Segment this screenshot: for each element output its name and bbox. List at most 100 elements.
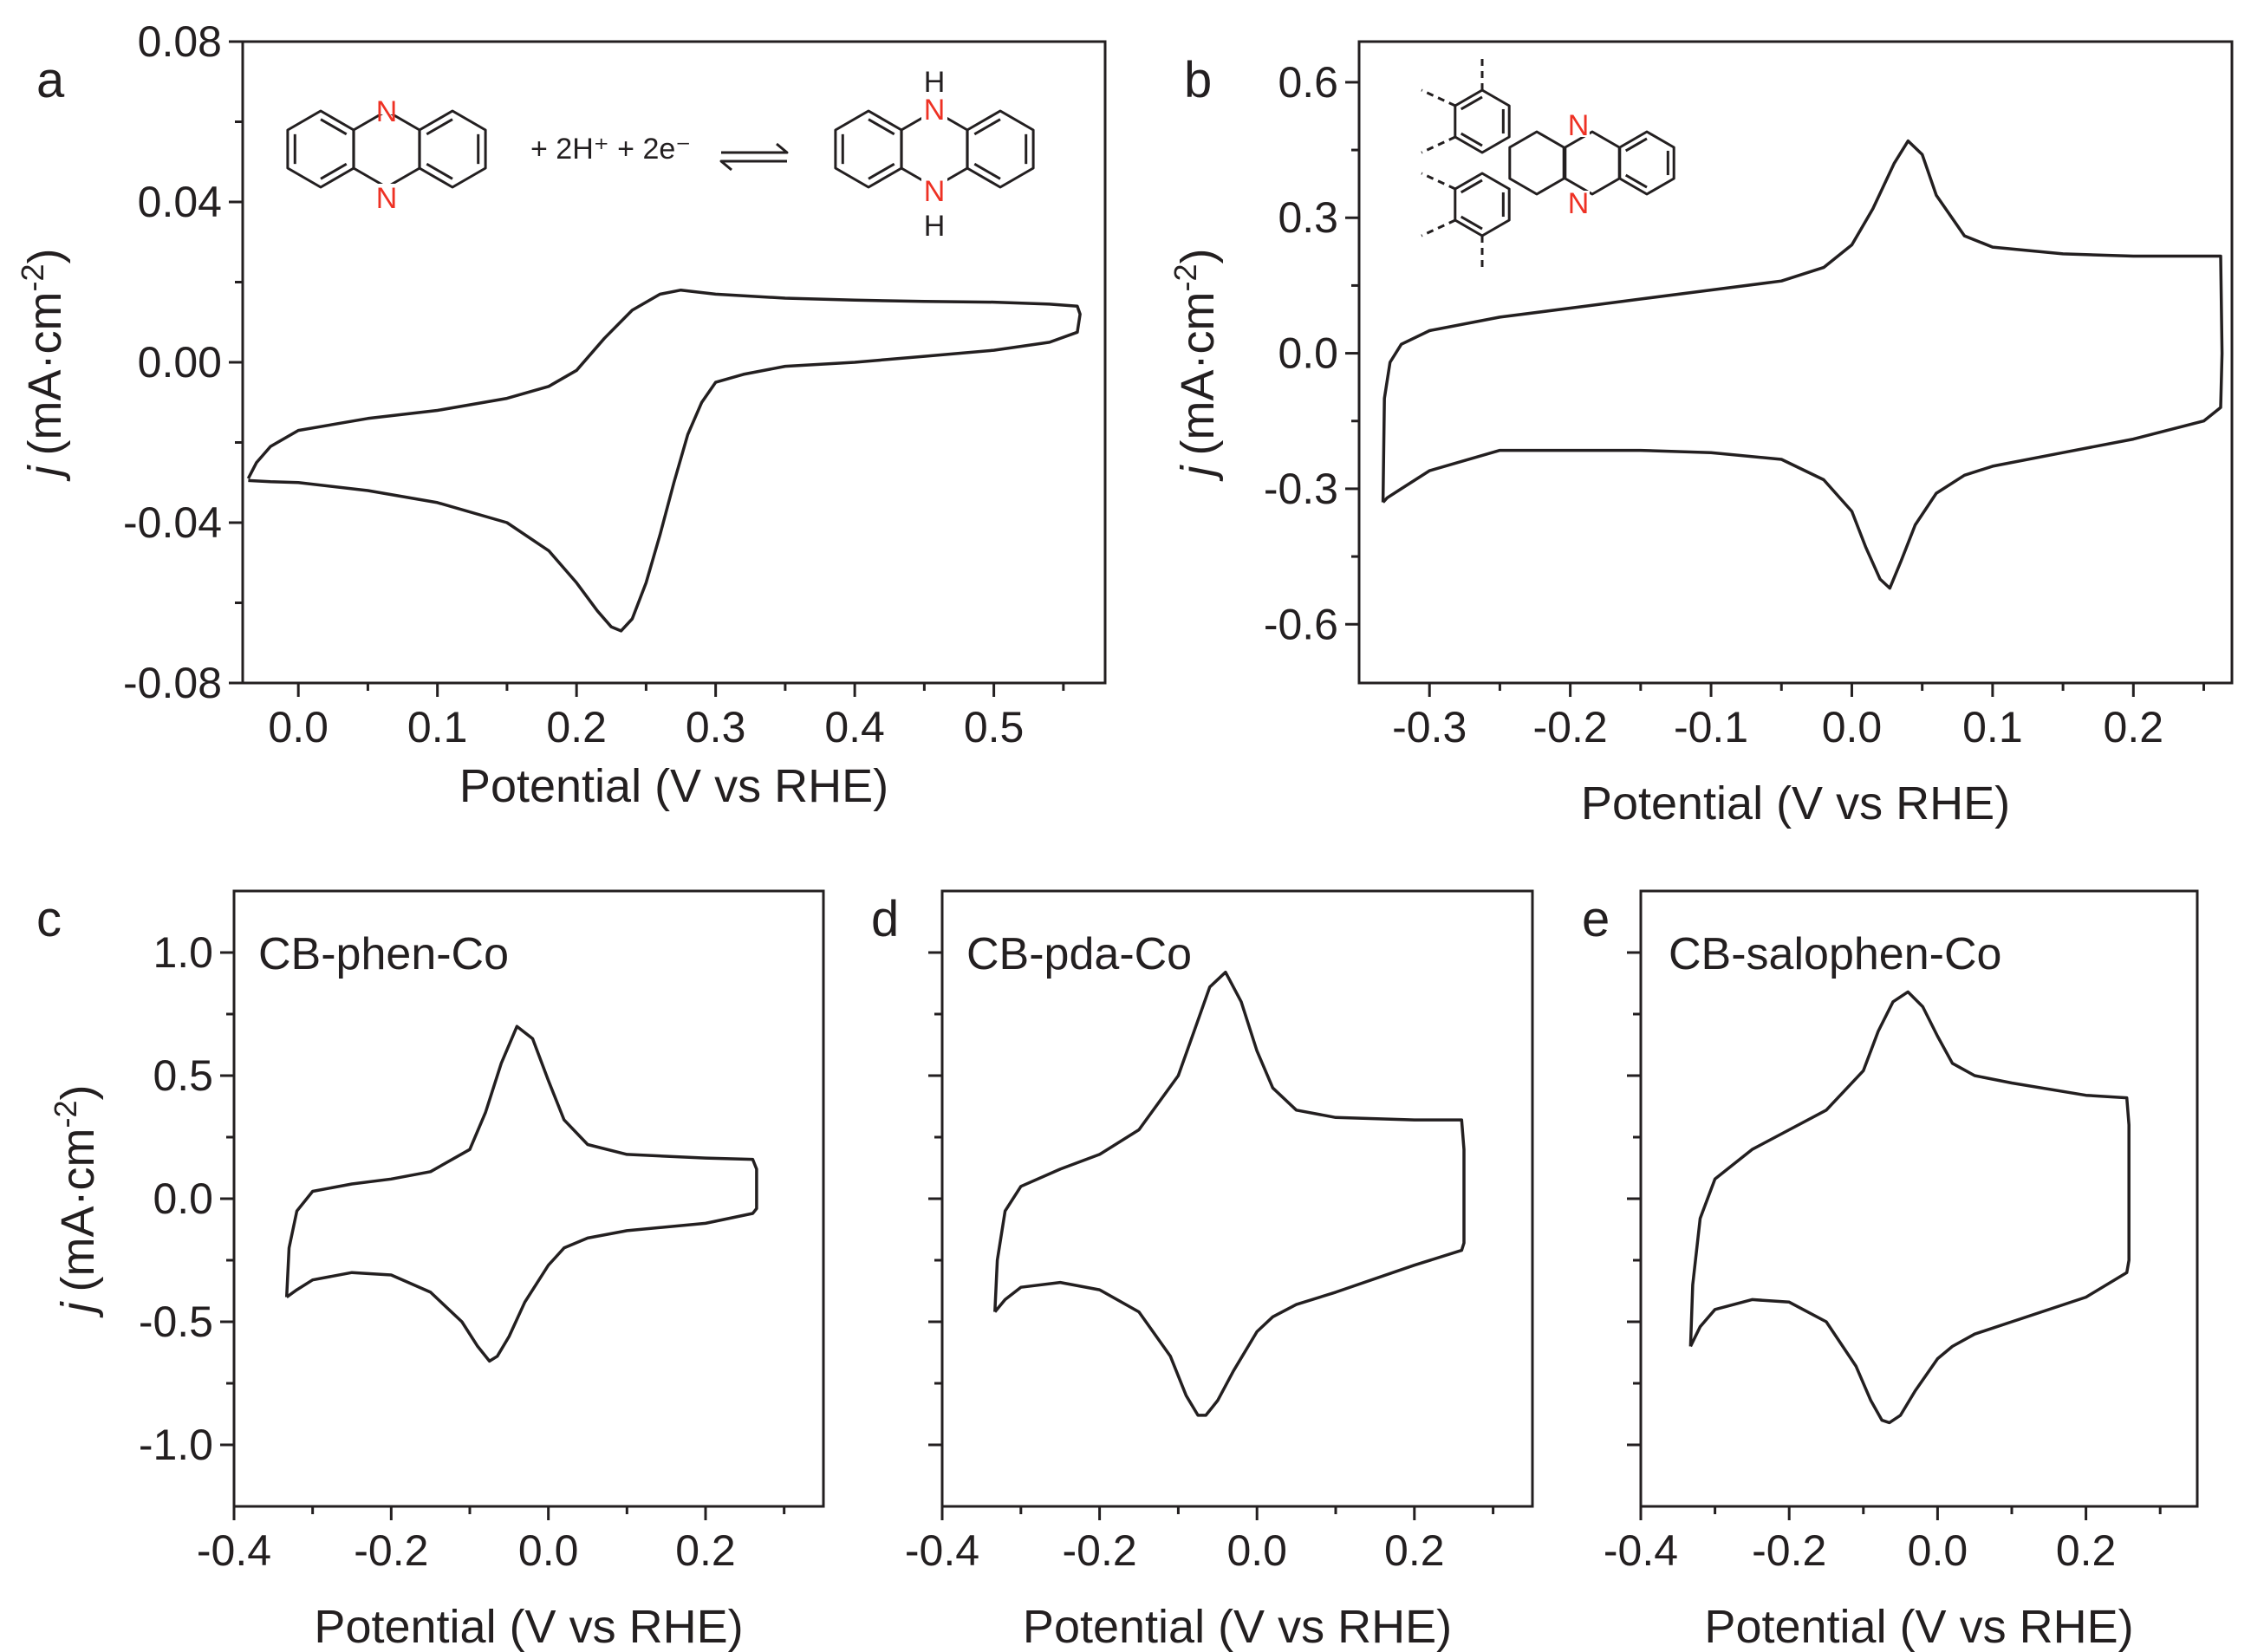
atom-gap xyxy=(1567,191,1590,215)
benzene-ring xyxy=(286,109,355,189)
y-tick-label: 0.6 xyxy=(1278,58,1338,107)
x-tick-label: 0.0 xyxy=(1226,1526,1287,1575)
catalyst-label: CB-phen-Co xyxy=(258,929,509,979)
reaction-text: + 2H⁺ + 2e⁻ xyxy=(530,133,691,166)
y-tick-label: 0.5 xyxy=(153,1051,213,1100)
panel-c: -0.4 -0.2 0.0 0.2 -1.0 -0.5 0.0 0.5 1.0 Potential… xyxy=(36,889,825,1652)
x-tick-label: -0.2 xyxy=(1752,1526,1826,1575)
benzene-ring xyxy=(418,109,487,189)
reverse-arrow xyxy=(719,159,787,172)
aromatic-ring xyxy=(1618,130,1675,196)
y-tick-label: 0.3 xyxy=(1278,193,1338,242)
hydrogen-atom-label: H xyxy=(924,210,946,243)
y-tick-label: 0.04 xyxy=(138,178,222,226)
x-axis-title: Potential (V vs RHE) xyxy=(1704,1601,2133,1652)
aromatic-ring xyxy=(1454,172,1511,237)
catalyst-label: CB-salophen-Co xyxy=(1669,929,2001,979)
x-axis-title: Potential (V vs RHE) xyxy=(1023,1601,1452,1652)
x-tick-label: 0.0 xyxy=(1822,703,1883,751)
panel-d: -0.4 -0.2 0.0 0.2 Potential (V vs RHE) d CB-pd… xyxy=(871,889,1534,1652)
nitrogen-atom-label: N xyxy=(1568,109,1590,142)
y-tick-label: 0.0 xyxy=(153,1174,213,1223)
dashed-bond xyxy=(1421,135,1456,154)
x-tick-label: 0.4 xyxy=(824,703,885,751)
panel-letter: a xyxy=(36,52,65,108)
hydrogen-atom-label: H xyxy=(924,66,946,99)
x-tick-label: -0.4 xyxy=(197,1526,271,1575)
plot-frame xyxy=(232,889,825,1508)
atom-gap xyxy=(921,177,947,203)
x-tick-label: -0.3 xyxy=(1392,703,1467,751)
benzene-ring xyxy=(834,109,903,189)
cv-curve xyxy=(246,288,1082,633)
x-tick-label: -0.2 xyxy=(1533,703,1608,751)
y-tick-label: 1.0 xyxy=(153,928,213,977)
x-axis-title: Potential (V vs RHE) xyxy=(459,760,888,812)
dashed-bond xyxy=(1421,218,1456,237)
atom-gap xyxy=(374,184,399,210)
y-tick-label: 0.08 xyxy=(138,17,222,66)
atom-gap xyxy=(374,88,399,114)
dashed-bond xyxy=(1421,88,1456,107)
panel-e: -0.4 -0.2 0.0 0.2 Potential (V vs RHE) e CB-sa… xyxy=(1582,889,2199,1652)
aromatic-ring xyxy=(1508,130,1565,196)
y-axis-title: j(mA·cm-2) xyxy=(1168,249,1224,483)
x-tick-label: -0.4 xyxy=(1604,1526,1678,1575)
y-tick-label: -0.04 xyxy=(123,498,222,547)
atom-gap xyxy=(1567,113,1590,137)
aromatic-ring xyxy=(1454,88,1511,154)
fused-ring-inset: NN xyxy=(1421,54,1675,272)
x-tick-label: 0.2 xyxy=(2056,1526,2117,1575)
y-tick-label: -0.6 xyxy=(1264,600,1338,648)
nitrogen-atom-label: N xyxy=(1568,187,1590,220)
x-tick-label: 0.0 xyxy=(268,703,329,751)
x-tick-label: 0.2 xyxy=(2104,703,2164,751)
y-axis-title: j(mA·cm-2) xyxy=(48,1085,104,1319)
benzene-ring xyxy=(966,109,1035,189)
plot-frame xyxy=(940,889,1534,1508)
x-tick-label: 0.1 xyxy=(1962,703,2023,751)
cv-curve xyxy=(284,1024,758,1363)
panel-b: -0.3 -0.2 -0.1 0.0 0.1 0.2 -0.6 -0.3 0.0 0.3 0.6 Po… xyxy=(1168,40,2234,829)
x-tick-label: -0.2 xyxy=(1063,1526,1137,1575)
x-tick-label: 0.2 xyxy=(1384,1526,1445,1575)
panel-letter: d xyxy=(871,891,899,947)
plot-frame xyxy=(1639,889,2199,1508)
x-tick-label: 0.0 xyxy=(518,1526,579,1575)
catalyst-label: CB-pda-Co xyxy=(966,929,1192,979)
panel-letter: e xyxy=(1582,891,1610,947)
x-tick-label: 0.1 xyxy=(407,703,468,751)
nitrogen-atom-label: N xyxy=(924,175,946,208)
nitrogen-atom-label: N xyxy=(924,94,946,127)
plot-frame xyxy=(1357,40,2234,685)
atom-gap xyxy=(921,95,947,121)
forward-arrow xyxy=(721,142,789,154)
x-tick-label: -0.1 xyxy=(1674,703,1748,751)
x-axis-title: Potential (V vs RHE) xyxy=(1581,777,2010,829)
cv-curve xyxy=(993,970,1466,1417)
panel-letter: c xyxy=(36,891,62,947)
y-tick-label: -1.0 xyxy=(139,1421,213,1469)
panel-a: 0.0 0.1 0.2 0.3 0.4 0.5 -0.08 -0.04 0.00 0.04 0.08… xyxy=(15,17,1107,812)
y-tick-label: -0.08 xyxy=(123,659,222,707)
x-tick-label: -0.2 xyxy=(354,1526,428,1575)
x-tick-label: 0.2 xyxy=(675,1526,736,1575)
y-tick-label: 0.0 xyxy=(1278,329,1338,378)
y-tick-label: -0.3 xyxy=(1264,465,1338,513)
panel-letter: b xyxy=(1184,52,1212,108)
cv-curve xyxy=(1688,990,2131,1425)
y-axis-title: j(mA·cm-2) xyxy=(15,249,71,483)
x-tick-label: -0.4 xyxy=(905,1526,979,1575)
y-tick-label: -0.5 xyxy=(139,1298,213,1346)
x-tick-label: 0.5 xyxy=(964,703,1025,751)
x-tick-label: 0.0 xyxy=(1908,1526,1968,1575)
x-tick-label: 0.3 xyxy=(686,703,746,751)
nitrogen-atom-label: N xyxy=(376,95,398,128)
x-tick-label: 0.2 xyxy=(546,703,607,751)
x-axis-title: Potential (V vs RHE) xyxy=(314,1601,743,1652)
dashed-bond xyxy=(1421,172,1456,191)
nitrogen-atom-label: N xyxy=(376,182,398,215)
cv-curve xyxy=(1381,139,2224,590)
